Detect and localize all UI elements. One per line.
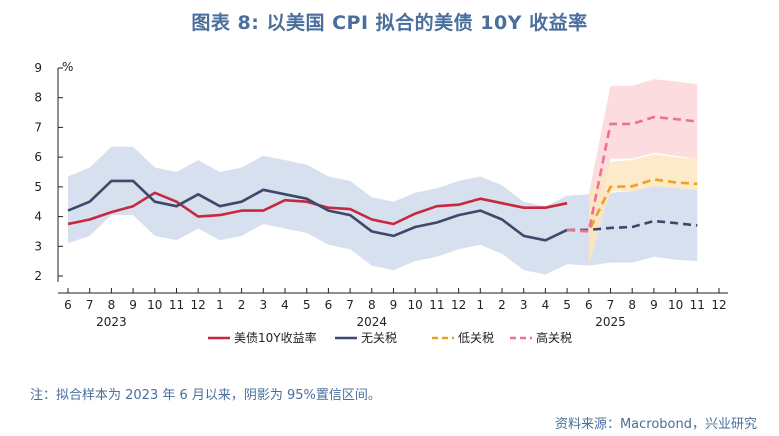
x-tick-label: 9: [390, 298, 398, 312]
x-tick-label: 12: [191, 298, 206, 312]
series-line-2: [567, 219, 698, 232]
x-tick-label: 7: [86, 298, 94, 312]
y-tick-label: 4: [34, 210, 42, 224]
y-tick-label: 8: [34, 91, 42, 105]
y-tick-label: 2: [34, 269, 42, 283]
x-tick-label: 8: [628, 298, 636, 312]
x-tick-label: 7: [346, 298, 354, 312]
x-tick-label: 11: [169, 298, 184, 312]
x-tick-label: 6: [64, 298, 72, 312]
chart-note: 注：拟合样本为 2023 年 6 月以来，阴影为 95%置信区间。: [30, 388, 381, 403]
legend-label-1: 无关税: [361, 331, 397, 345]
x-tick-label: 9: [129, 298, 137, 312]
x-tick-label: 8: [108, 298, 116, 312]
x-tick-label: 6: [325, 298, 333, 312]
y-tick-label: 7: [34, 120, 42, 134]
x-tick-label: 1: [216, 298, 224, 312]
x-tick-label: 11: [690, 298, 705, 312]
y-unit-label: %: [62, 60, 73, 74]
x-tick-label: 12: [451, 298, 466, 312]
x-tick-label: 10: [408, 298, 423, 312]
x-year-label: 2025: [595, 315, 626, 329]
series-line-1: [67, 179, 568, 242]
x-tick-label: 2: [238, 298, 246, 312]
confidence-band-0: [68, 146, 698, 275]
x-tick-label: 6: [585, 298, 593, 312]
x-tick-label: 1: [476, 298, 484, 312]
y-tick-label: 3: [34, 239, 42, 253]
x-tick-label: 4: [281, 298, 289, 312]
legend-label-2: 低关税: [458, 331, 494, 345]
x-tick-label: 9: [650, 298, 658, 312]
x-tick-label: 12: [711, 298, 726, 312]
x-year-label: 2023: [96, 315, 127, 329]
x-tick-label: 2: [498, 298, 506, 312]
series-line-4: [567, 115, 698, 233]
confidence-bands: [68, 79, 698, 275]
chart-title: 图表 8: 以美国 CPI 拟合的美债 10Y 收益率: [191, 12, 588, 34]
y-tick-label: 9: [34, 61, 42, 75]
legend: 美债10Y收益率 无关税 低关税 高关税: [208, 330, 572, 345]
x-tick-label: 4: [542, 298, 550, 312]
legend-label-3: 高关税: [536, 330, 572, 345]
legend-label-0: 美债10Y收益率: [234, 330, 317, 345]
y-tick-label: 6: [34, 150, 42, 164]
x-year-label: 2024: [357, 315, 388, 329]
x-tick-label: 3: [259, 298, 267, 312]
x-tick-label: 11: [429, 298, 444, 312]
x-tick-label: 8: [368, 298, 376, 312]
x-tick-label: 5: [563, 298, 571, 312]
y-tick-label: 5: [34, 180, 42, 194]
x-tick-label: 10: [668, 298, 683, 312]
chart-source: 资料来源：Macrobond，兴业研究: [554, 417, 757, 432]
series-lines: [67, 115, 698, 242]
x-tick-label: 3: [520, 298, 528, 312]
confidence-band-1: [588, 79, 698, 266]
x-tick-label: 7: [607, 298, 615, 312]
x-tick-label: 5: [303, 298, 311, 312]
series-line-3: [567, 178, 698, 233]
x-tick-label: 10: [147, 298, 162, 312]
